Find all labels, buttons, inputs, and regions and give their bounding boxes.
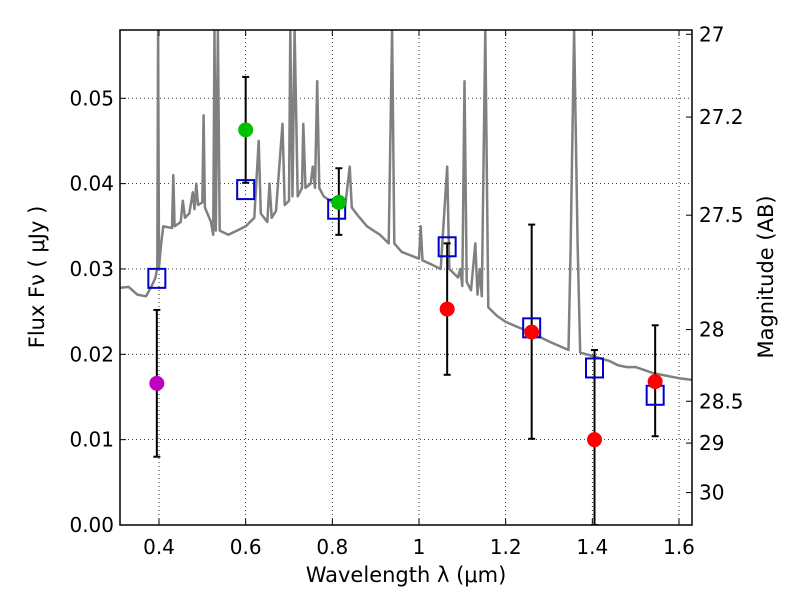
model-photometry-square	[147, 267, 167, 289]
x-tick-label: 1.4	[576, 535, 608, 559]
photometry-point	[331, 194, 347, 210]
model-spectrum-line	[120, 30, 692, 382]
y2-tick-label: 30	[699, 481, 724, 505]
y-tick-label: 0.01	[69, 428, 114, 452]
y-tick-label: 0.04	[69, 172, 114, 196]
x-tick-label: 0.6	[230, 535, 262, 559]
observed-photometry-layer	[149, 122, 663, 448]
plot-frame	[119, 29, 693, 526]
x-tick-label: 0.4	[143, 535, 175, 559]
photometry-point	[587, 432, 602, 448]
y-tick-label: 0.02	[69, 342, 114, 366]
x-axis-label: Wavelength λ (μm)	[306, 563, 507, 587]
y2-tick-label: 27.2	[699, 105, 744, 129]
y2-tick-label: 28.5	[699, 389, 744, 413]
grid-lines	[120, 30, 692, 525]
y2-tick-label: 29	[699, 431, 724, 455]
photometry-point	[238, 122, 254, 138]
tick-layer: 0.4 0.6 0.8 1 1.2 1.4 1.6 0.00 0.01 0.02 0.03 0.04 0…	[69, 22, 743, 559]
y-axis-label: Flux Fν ( μJy )	[25, 206, 49, 349]
x-tick-label: 1.2	[490, 535, 522, 559]
model-photometry-layer	[147, 179, 665, 406]
photometry-point	[647, 374, 663, 390]
photometry-point	[439, 301, 455, 317]
y-tick-label: 0.05	[69, 86, 114, 110]
y-tick-label: 0.03	[69, 257, 114, 281]
model-photometry-square	[437, 236, 457, 258]
errorbar-layer	[153, 75, 659, 525]
y2-tick-label: 27.5	[699, 203, 744, 227]
x-tick-label: 1.6	[663, 535, 695, 559]
y2-axis-label: Magnitude (AB)	[754, 195, 778, 358]
photometry-point	[524, 324, 540, 340]
photometry-point	[149, 375, 165, 391]
model-photometry-square	[585, 357, 604, 379]
x-tick-label: 1	[413, 535, 426, 559]
model-photometry-square	[236, 179, 256, 201]
y2-tick-label: 27	[699, 22, 724, 46]
y2-tick-label: 28	[699, 318, 724, 342]
model-spectrum-layer	[120, 30, 692, 382]
x-tick-label: 0.8	[316, 535, 348, 559]
y-tick-label: 0.00	[69, 513, 114, 537]
